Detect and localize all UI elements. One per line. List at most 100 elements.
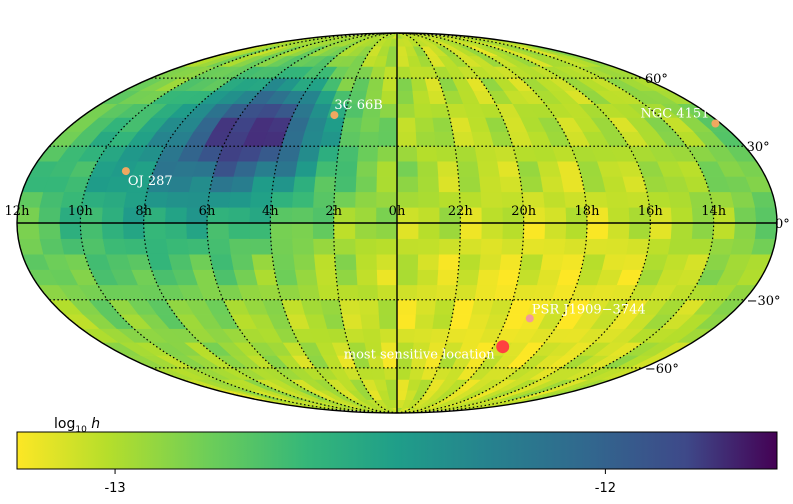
meridian-line bbox=[396, 33, 525, 413]
heatmap-cell bbox=[378, 314, 398, 329]
heatmap-cell bbox=[580, 253, 606, 270]
heatmap-cell bbox=[396, 367, 412, 380]
heatmap-cell bbox=[59, 238, 85, 255]
heatmap-cell bbox=[415, 145, 438, 162]
heatmap-cell bbox=[417, 207, 440, 224]
dec-tick-label: −60° bbox=[645, 362, 679, 377]
heatmap-cell bbox=[273, 160, 298, 177]
heatmap-cell bbox=[292, 176, 316, 193]
heatmap-cell bbox=[354, 207, 377, 224]
heatmap-cell bbox=[519, 253, 544, 270]
heatmap-cell bbox=[433, 299, 456, 315]
heatmap-cell bbox=[354, 222, 377, 239]
heatmap-cell bbox=[396, 379, 410, 391]
heatmap-cell bbox=[438, 222, 461, 239]
source-label: PSR J1909−3744 bbox=[532, 302, 646, 317]
heatmap-cell bbox=[228, 191, 252, 208]
heatmap-cell bbox=[164, 207, 187, 224]
heatmap-cell bbox=[413, 328, 433, 343]
heatmap-cell bbox=[396, 222, 419, 239]
heatmap-cell bbox=[729, 238, 756, 255]
dec-tick-label: −30° bbox=[747, 294, 781, 309]
heatmap-cell bbox=[454, 145, 478, 162]
heatmap-cell bbox=[416, 269, 439, 286]
heatmap-cell bbox=[688, 238, 713, 255]
heatmap-cell bbox=[586, 222, 609, 239]
heatmap-cell bbox=[754, 207, 777, 224]
heatmap-cell bbox=[359, 314, 380, 329]
heatmap-cell bbox=[334, 176, 357, 193]
heatmap-cell bbox=[496, 160, 521, 177]
meridian-line bbox=[396, 33, 461, 413]
heatmap-cell bbox=[250, 253, 275, 270]
heatmap-cell bbox=[101, 222, 124, 239]
source-label: OJ 287 bbox=[128, 174, 173, 189]
source-label: NGC 4151 bbox=[640, 107, 709, 122]
heatmap-cell bbox=[314, 160, 338, 177]
heatmap-cell bbox=[478, 176, 502, 193]
heatmap-cell bbox=[580, 176, 606, 193]
heatmap-cell bbox=[249, 238, 273, 255]
heatmap-cell bbox=[165, 238, 190, 255]
heatmap-cell bbox=[341, 314, 363, 329]
heatmap-cell bbox=[376, 269, 398, 286]
heatmap-cell bbox=[336, 145, 359, 162]
heatmap-cell bbox=[375, 238, 398, 255]
heatmap-cell bbox=[473, 145, 498, 162]
heatmap-cell bbox=[476, 269, 500, 286]
map-outline bbox=[16, 32, 778, 414]
source-marker bbox=[525, 314, 534, 323]
heatmap-cell bbox=[456, 269, 480, 286]
heatmap-cell bbox=[144, 238, 169, 255]
colorbar-title: log10 h bbox=[54, 416, 100, 435]
heatmap-cell bbox=[37, 207, 61, 224]
heatmap-cell bbox=[355, 269, 378, 286]
heatmap-cell bbox=[516, 160, 541, 177]
heatmap-cell bbox=[230, 176, 255, 193]
heatmap-cell bbox=[101, 207, 124, 224]
heatmap-cell bbox=[628, 222, 651, 239]
heatmap-cell bbox=[396, 145, 418, 162]
heatmap-cell bbox=[358, 299, 379, 315]
heatmap-cell bbox=[291, 222, 314, 239]
heatmap-cell bbox=[38, 191, 65, 208]
heatmap-cell bbox=[712, 222, 736, 239]
ra-tick-label: 20h bbox=[511, 204, 537, 219]
heatmap-cell bbox=[429, 103, 451, 118]
heatmap-cell bbox=[459, 222, 482, 239]
heatmap-cell bbox=[209, 176, 234, 193]
heatmap-cell bbox=[565, 222, 588, 239]
heatmap-cell bbox=[493, 284, 518, 301]
heatmap-cell bbox=[58, 222, 82, 239]
heatmap-cell bbox=[498, 253, 523, 270]
ra-tick-label: 18h bbox=[575, 204, 601, 219]
heatmap-cell bbox=[709, 238, 735, 255]
heatmap-cell bbox=[335, 269, 358, 286]
heatmap-cell bbox=[431, 314, 453, 329]
source-markers: 3C 66B NGC 4151 OJ 287 PSR J1909−3744 most s… bbox=[121, 98, 720, 363]
heatmap-cell bbox=[670, 207, 693, 224]
heatmap-cell bbox=[563, 238, 587, 255]
heatmap-cell bbox=[376, 145, 398, 162]
heatmap-cell bbox=[253, 160, 278, 177]
heatmap-cell bbox=[543, 222, 567, 239]
heatmap-cell bbox=[543, 207, 567, 224]
source-label: most sensitive location bbox=[344, 348, 496, 363]
heatmap-cell bbox=[542, 191, 566, 208]
heatmap-cell bbox=[296, 145, 321, 162]
source-marker bbox=[121, 167, 130, 176]
heatmap-cell bbox=[493, 145, 518, 162]
heatmap-cell bbox=[607, 207, 630, 224]
heatmap-cell bbox=[185, 222, 208, 239]
heatmap-cell bbox=[621, 176, 648, 193]
colorbar bbox=[16, 431, 778, 470]
heatmap-cell bbox=[396, 328, 415, 343]
heatmap-cell bbox=[539, 176, 564, 193]
heatmap-cell bbox=[396, 55, 410, 67]
heatmap-cell bbox=[206, 222, 229, 239]
heatmap-cell bbox=[396, 90, 414, 105]
heatmap-cell bbox=[294, 160, 318, 177]
heatmap-cell bbox=[355, 160, 378, 177]
heatmap-cell bbox=[601, 253, 627, 270]
heatmap-cell bbox=[80, 222, 103, 239]
